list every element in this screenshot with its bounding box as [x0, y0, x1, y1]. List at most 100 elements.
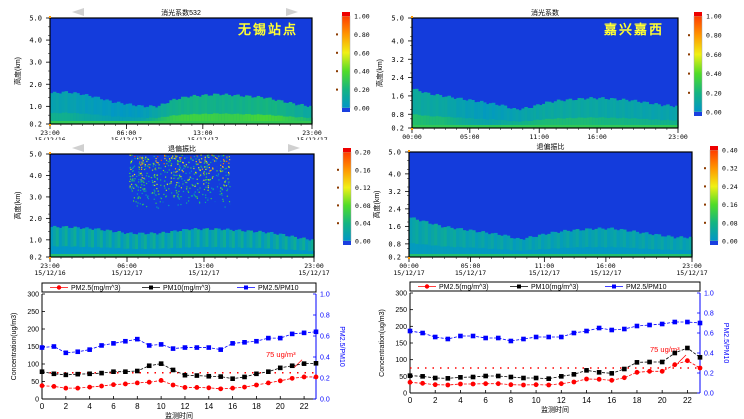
aerosol-near-surface	[679, 249, 684, 257]
noise-pixel	[157, 207, 159, 209]
data-point	[123, 369, 128, 374]
aerosol-layer-column	[114, 232, 119, 256]
noise-pixel	[177, 161, 179, 163]
aerosol-near-surface	[438, 116, 443, 128]
aerosol-layer-column	[198, 96, 202, 123]
noise-pixel	[177, 163, 179, 165]
noise-pixel	[155, 202, 157, 204]
colorbar-tick	[688, 72, 690, 75]
aerosol-layer-column	[55, 92, 60, 123]
y-tick-label: 1.0	[29, 236, 42, 244]
data-point	[609, 371, 615, 376]
noise-pixel	[226, 188, 229, 190]
aerosol-layer-column	[518, 110, 522, 127]
data-point	[134, 380, 140, 386]
aerosol-near-surface	[441, 117, 446, 128]
aerosol-near-surface	[444, 117, 449, 128]
aerosol-near-surface	[575, 247, 580, 257]
noise-pixel	[212, 176, 214, 178]
noise-pixel	[182, 161, 184, 163]
noise-pixel	[220, 160, 222, 162]
noise-pixel	[155, 194, 157, 196]
aerosol-layer-column	[148, 105, 153, 123]
noise-pixel	[183, 167, 185, 169]
data-point	[495, 381, 501, 387]
data-point	[621, 375, 627, 381]
aerosol-layer-column	[259, 97, 264, 123]
aerosol-near-surface	[465, 247, 470, 257]
x-tick-date: 15/12/16	[34, 136, 65, 140]
noise-pixel	[156, 174, 158, 176]
aerosol-layer-column	[666, 104, 670, 127]
data-point	[123, 338, 128, 344]
noise-pixel	[142, 180, 144, 182]
noise-pixel	[189, 172, 191, 174]
aerosol-near-surface	[654, 248, 659, 257]
noise-pixel	[132, 166, 135, 168]
reference-pointer	[293, 359, 303, 369]
noise-pixel	[225, 180, 227, 182]
data-point	[206, 345, 212, 350]
y2-tick-label: 0.4	[704, 351, 714, 358]
data-point	[194, 345, 200, 350]
noise-pixel	[139, 203, 141, 205]
noise-pixel	[154, 194, 156, 196]
x-tick-date: 15/12/17	[393, 269, 424, 277]
noise-pixel	[179, 157, 181, 159]
aerosol-near-surface	[666, 249, 671, 257]
noise-pixel	[170, 177, 172, 179]
aerosol-near-surface	[415, 243, 420, 257]
data-point	[63, 385, 69, 391]
x-tick-date: 15/12/17	[187, 136, 218, 140]
noise-pixel	[131, 188, 133, 190]
aerosol-near-surface	[638, 248, 643, 257]
noise-pixel	[158, 186, 161, 189]
noise-pixel	[151, 179, 153, 182]
aerosol-layer-column	[170, 231, 174, 256]
legend-box	[409, 281, 701, 292]
aerosol-near-surface	[607, 118, 611, 128]
aerosol-layer-column	[52, 91, 57, 123]
noise-pixel	[222, 170, 224, 172]
noise-pixel	[162, 201, 164, 203]
data-point	[622, 366, 627, 372]
noise-pixel	[145, 167, 147, 170]
origin-marker	[411, 128, 413, 130]
aerosol-near-surface	[427, 245, 432, 257]
noise-pixel	[206, 172, 208, 174]
aerosol-near-surface	[76, 246, 80, 257]
x-tick-label: 0	[40, 402, 45, 411]
aerosol-layer-column	[591, 229, 596, 256]
noise-pixel	[223, 158, 225, 161]
aerosol-near-surface	[676, 250, 681, 257]
aerosol-layer-column	[673, 238, 677, 256]
aerosol-near-surface	[615, 118, 620, 128]
aerosol-near-surface	[471, 118, 475, 128]
aerosol-near-surface	[202, 247, 207, 257]
noise-pixel	[187, 166, 189, 168]
aerosol-layer-column	[187, 230, 192, 256]
aerosol-layer-column	[210, 95, 214, 123]
noise-pixel	[209, 191, 212, 193]
data-point	[558, 381, 564, 387]
noise-pixel	[177, 178, 179, 180]
aerosol-near-surface	[123, 248, 127, 257]
aerosol-near-surface	[50, 113, 54, 124]
data-point	[39, 383, 45, 389]
aerosol-layer-column	[595, 99, 599, 127]
noise-pixel	[141, 163, 143, 165]
aerosol-layer-column	[553, 101, 558, 127]
aerosol-near-surface	[418, 244, 423, 257]
aerosol-near-surface	[559, 248, 564, 257]
aerosol-near-surface	[580, 117, 585, 128]
legend-marker	[244, 285, 248, 290]
noise-pixel	[178, 160, 180, 163]
y-tick-label: 4.0	[29, 37, 42, 45]
noise-pixel	[174, 177, 176, 179]
aerosol-near-surface	[205, 246, 209, 257]
noise-pixel	[205, 179, 208, 181]
colorbar-label: 0.00	[355, 238, 371, 246]
aerosol-near-surface	[482, 119, 487, 128]
noise-pixel	[207, 189, 209, 191]
data-point	[63, 350, 69, 356]
